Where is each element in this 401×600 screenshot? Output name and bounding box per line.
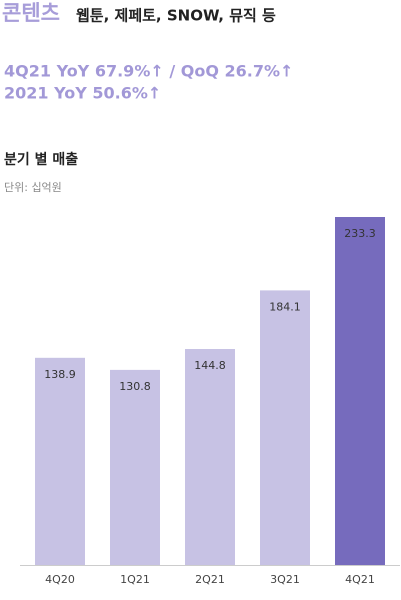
bar — [185, 349, 235, 565]
x-tick-label: 1Q21 — [120, 573, 150, 586]
value-label: 233.3 — [344, 227, 376, 240]
section-title: 콘텐츠 — [2, 1, 60, 25]
value-label: 144.8 — [194, 359, 226, 372]
chart-title: 분기 별 매출 — [4, 151, 78, 168]
x-tick-label: 4Q20 — [45, 573, 75, 586]
value-label: 130.8 — [119, 380, 151, 393]
x-tick-label: 4Q21 — [345, 573, 375, 586]
highlight: 4Q21 YoY 67.9%↑ / QoQ 26.7%↑ — [4, 62, 293, 81]
value-label: 184.1 — [269, 300, 301, 313]
bar — [35, 357, 85, 565]
value-label: 138.9 — [44, 368, 76, 381]
bar — [260, 290, 310, 565]
bar — [110, 369, 160, 565]
x-tick-label: 2Q21 — [195, 573, 225, 586]
highlight: 2021 YoY 50.6%↑ — [4, 84, 161, 103]
section-subtitle: 웹툰, 제페토, SNOW, 뮤직 등 — [76, 7, 276, 25]
unit-label: 단위: 십억원 — [4, 181, 62, 194]
x-tick-label: 3Q21 — [270, 573, 300, 586]
bar — [335, 217, 385, 565]
